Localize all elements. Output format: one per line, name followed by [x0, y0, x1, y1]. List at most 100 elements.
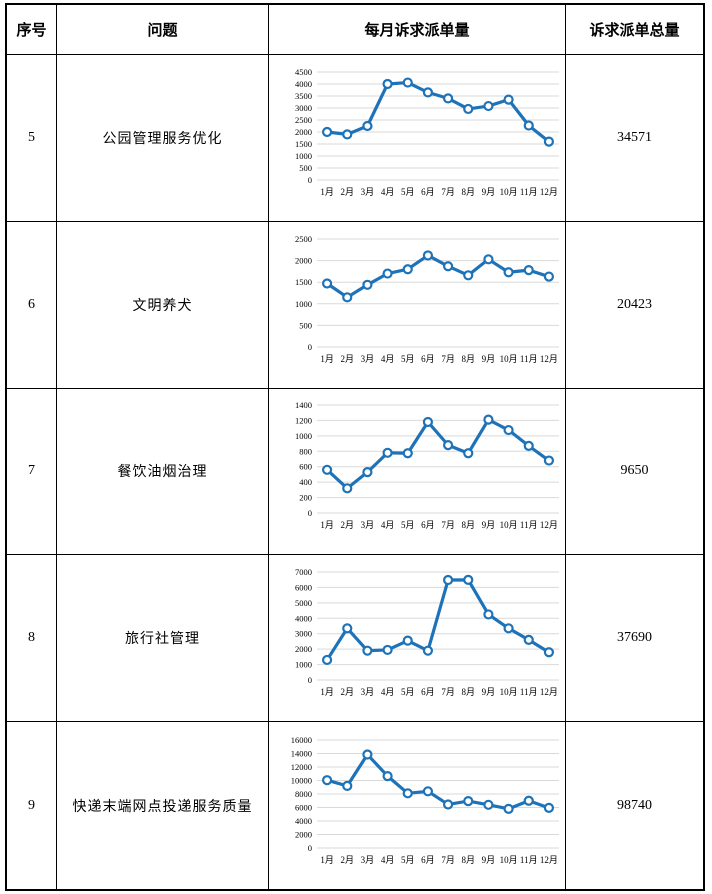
- monthly-line-chart: 0 500 1000 1500 2000 2500 1月 2月 3月 4月 5月 6月 7月 8月 9月 10…: [271, 229, 563, 381]
- row-seq: 6: [7, 221, 57, 389]
- svg-text:9月: 9月: [482, 687, 496, 697]
- svg-text:7000: 7000: [295, 567, 312, 577]
- svg-text:2月: 2月: [340, 187, 354, 197]
- svg-text:0: 0: [308, 675, 312, 685]
- svg-text:8月: 8月: [461, 855, 475, 865]
- svg-text:3月: 3月: [361, 187, 375, 197]
- svg-text:5月: 5月: [401, 354, 415, 364]
- svg-text:2月: 2月: [340, 520, 354, 530]
- svg-text:5月: 5月: [401, 187, 415, 197]
- svg-text:2月: 2月: [340, 855, 354, 865]
- svg-text:4000: 4000: [295, 614, 312, 624]
- svg-text:12月: 12月: [540, 855, 558, 865]
- col-header-monthly: 每月诉求派单量: [269, 5, 566, 55]
- svg-text:8月: 8月: [461, 687, 475, 697]
- col-header-total: 诉求派单总量: [566, 5, 703, 55]
- svg-text:4500: 4500: [295, 67, 312, 77]
- row-total: 37690: [566, 555, 703, 723]
- svg-text:1月: 1月: [320, 187, 334, 197]
- svg-text:2000: 2000: [295, 644, 312, 654]
- row-seq: 8: [7, 555, 57, 723]
- svg-text:2000: 2000: [295, 255, 312, 265]
- svg-text:8月: 8月: [461, 520, 475, 530]
- svg-text:3000: 3000: [295, 629, 312, 639]
- svg-text:7月: 7月: [441, 855, 455, 865]
- svg-text:200: 200: [299, 493, 312, 503]
- svg-text:2月: 2月: [340, 354, 354, 364]
- svg-text:14000: 14000: [291, 748, 312, 758]
- svg-text:3月: 3月: [361, 354, 375, 364]
- row-total: 20423: [566, 222, 703, 389]
- row-issue: 餐饮油烟治理: [57, 388, 269, 556]
- svg-text:7月: 7月: [441, 687, 455, 697]
- svg-text:5000: 5000: [295, 598, 312, 608]
- svg-text:0: 0: [308, 843, 312, 853]
- col-header-seq: 序号: [7, 5, 57, 55]
- svg-text:4月: 4月: [381, 354, 395, 364]
- svg-text:0: 0: [308, 175, 312, 185]
- svg-text:11月: 11月: [520, 855, 538, 865]
- svg-text:400: 400: [299, 478, 312, 488]
- svg-text:5月: 5月: [401, 520, 415, 530]
- svg-text:11月: 11月: [520, 187, 538, 197]
- svg-text:1月: 1月: [320, 354, 334, 364]
- svg-text:4月: 4月: [381, 520, 395, 530]
- svg-text:500: 500: [299, 320, 312, 330]
- svg-text:2月: 2月: [340, 687, 354, 697]
- svg-text:12月: 12月: [540, 187, 558, 197]
- row-chart-cell: 0 1000 2000 3000 4000 5000 6000 7000 1月 2月 3月 4月 5月 6…: [269, 555, 566, 723]
- svg-text:12月: 12月: [540, 354, 558, 364]
- svg-text:6月: 6月: [421, 187, 435, 197]
- svg-text:10月: 10月: [500, 354, 518, 364]
- svg-text:9月: 9月: [482, 855, 496, 865]
- svg-text:11月: 11月: [520, 520, 538, 530]
- svg-text:5月: 5月: [401, 855, 415, 865]
- svg-text:1月: 1月: [320, 687, 334, 697]
- monthly-line-chart: 0 500 1000 1500 2000 2500 3000 3500 4000 4500 1月 2月…: [271, 62, 563, 214]
- svg-text:1200: 1200: [295, 416, 312, 426]
- svg-text:7月: 7月: [441, 520, 455, 530]
- svg-text:4000: 4000: [295, 79, 312, 89]
- svg-text:0: 0: [308, 342, 312, 352]
- svg-text:9月: 9月: [482, 187, 496, 197]
- row-chart-cell: 0 500 1000 1500 2000 2500 3000 3500 4000 4500 1月 2月…: [269, 55, 566, 222]
- svg-text:10月: 10月: [500, 187, 518, 197]
- row-issue: 快递末端网点投递服务质量: [57, 722, 269, 889]
- svg-text:10000: 10000: [291, 775, 312, 785]
- row-total: 98740: [617, 797, 652, 813]
- svg-text:2000: 2000: [295, 127, 312, 137]
- svg-text:3500: 3500: [295, 91, 312, 101]
- row-chart-cell: 0 200 400 600 800 1000 1200 1400 1月 2月 3月 4月 5月 6月 7月 8…: [269, 388, 566, 556]
- svg-text:1000: 1000: [295, 151, 312, 161]
- svg-text:12月: 12月: [540, 687, 558, 697]
- svg-text:9月: 9月: [482, 354, 496, 364]
- row-issue: 公园管理服务优化: [57, 55, 269, 222]
- svg-text:1400: 1400: [295, 400, 312, 410]
- svg-text:12000: 12000: [291, 762, 312, 772]
- svg-text:10月: 10月: [500, 520, 518, 530]
- row-issue: 旅行社管理: [57, 555, 269, 723]
- svg-text:6000: 6000: [295, 583, 312, 593]
- svg-text:7月: 7月: [441, 354, 455, 364]
- svg-text:7月: 7月: [441, 187, 455, 197]
- svg-text:600: 600: [299, 462, 312, 472]
- row-seq: 7: [7, 388, 57, 556]
- svg-text:6000: 6000: [295, 802, 312, 812]
- svg-text:5月: 5月: [401, 687, 415, 697]
- svg-text:8000: 8000: [295, 789, 312, 799]
- svg-text:6月: 6月: [421, 855, 435, 865]
- row-issue: 文明养犬: [57, 221, 269, 389]
- svg-text:500: 500: [299, 163, 312, 173]
- monthly-line-chart: 0 1000 2000 3000 4000 5000 6000 7000 1月 2月 3月 4月 5月 6…: [271, 562, 563, 714]
- row-chart-cell: 0 500 1000 1500 2000 2500 1月 2月 3月 4月 5月 6月 7月 8月 9月 10…: [269, 221, 566, 389]
- svg-text:3月: 3月: [361, 520, 375, 530]
- svg-text:12月: 12月: [540, 520, 558, 530]
- svg-text:9月: 9月: [482, 520, 496, 530]
- svg-text:1月: 1月: [320, 520, 334, 530]
- svg-text:4月: 4月: [381, 855, 395, 865]
- svg-text:1000: 1000: [295, 660, 312, 670]
- svg-text:11月: 11月: [520, 354, 538, 364]
- svg-text:10月: 10月: [500, 855, 518, 865]
- svg-text:4月: 4月: [381, 687, 395, 697]
- col-header-issue: 问题: [57, 5, 269, 55]
